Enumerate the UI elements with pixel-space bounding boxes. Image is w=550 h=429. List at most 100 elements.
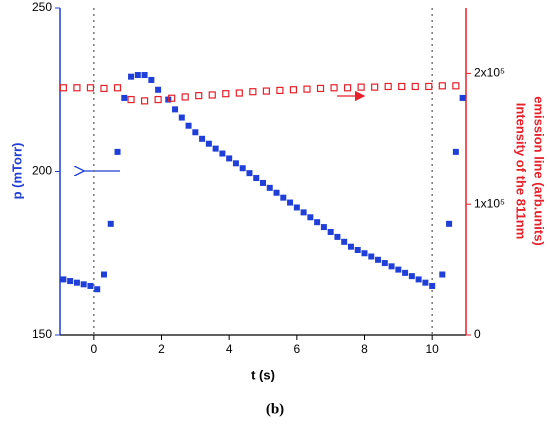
point	[343, 84, 352, 92]
y2-axis-label: emission line (arb.units)	[532, 96, 547, 246]
point	[192, 129, 199, 136]
point	[384, 82, 392, 91]
point	[371, 83, 379, 91]
point	[375, 256, 382, 263]
point	[246, 170, 253, 177]
point	[388, 263, 395, 270]
point	[411, 82, 419, 91]
point	[178, 114, 185, 121]
y-tick-label: 150	[32, 327, 52, 341]
point	[276, 86, 284, 95]
point	[155, 86, 162, 93]
point	[381, 260, 388, 267]
point	[172, 106, 179, 113]
y2-tick-label: 0	[474, 327, 481, 341]
point	[100, 271, 107, 278]
point	[60, 276, 67, 283]
y2-tick-label: 1x10⁵	[474, 196, 505, 210]
point	[212, 145, 219, 152]
caption: (b)	[266, 401, 284, 417]
x-tick-label: 8	[361, 342, 368, 356]
point	[293, 204, 300, 211]
point	[262, 87, 270, 95]
point	[422, 279, 429, 286]
point	[239, 165, 246, 172]
point	[100, 84, 108, 93]
point	[354, 246, 361, 253]
x-tick-label: 6	[293, 342, 300, 356]
y-tick-label: 250	[32, 0, 52, 14]
point	[219, 150, 226, 157]
point	[107, 220, 114, 227]
y-tick-label: 200	[32, 164, 52, 178]
point	[303, 85, 311, 93]
point	[459, 94, 466, 101]
point	[128, 73, 135, 80]
point	[439, 271, 446, 278]
point	[330, 84, 338, 92]
point	[368, 253, 375, 260]
point	[73, 279, 80, 286]
point	[452, 148, 459, 155]
point	[446, 220, 453, 227]
point	[334, 233, 341, 240]
point	[402, 269, 409, 276]
point	[253, 175, 260, 182]
point	[327, 228, 334, 235]
point	[141, 72, 148, 79]
point	[289, 86, 298, 94]
point	[249, 88, 257, 96]
x-tick-label: 10	[425, 342, 439, 356]
point	[320, 224, 327, 231]
point	[357, 83, 365, 91]
point	[114, 148, 121, 155]
point	[181, 93, 189, 101]
point	[59, 84, 67, 92]
point	[86, 84, 95, 92]
point	[127, 95, 135, 104]
point	[316, 84, 325, 93]
point	[260, 179, 266, 186]
point	[273, 189, 280, 196]
point	[408, 273, 415, 280]
point	[195, 92, 203, 100]
point	[266, 184, 273, 191]
x-axis-label: t (s)	[251, 367, 275, 382]
x-tick-label: 0	[90, 342, 97, 356]
point	[113, 84, 122, 92]
point	[121, 94, 128, 101]
point	[425, 82, 433, 91]
point	[185, 122, 192, 129]
point	[307, 214, 314, 221]
point	[222, 90, 230, 98]
point	[154, 95, 162, 104]
point	[235, 89, 243, 97]
x-tick-label: 4	[226, 342, 233, 356]
point	[287, 199, 294, 206]
point	[280, 194, 287, 201]
point	[67, 278, 74, 285]
point	[168, 94, 176, 102]
point	[361, 250, 368, 257]
point	[395, 266, 402, 273]
point	[205, 140, 212, 147]
x-tick-label: 2	[158, 342, 165, 356]
point	[199, 135, 206, 142]
point	[148, 76, 155, 83]
point	[341, 238, 348, 245]
point	[314, 219, 321, 226]
y2-tick-label: 2x10⁵	[474, 66, 505, 80]
point	[94, 286, 101, 293]
point	[398, 82, 406, 91]
point	[140, 97, 149, 105]
point	[347, 243, 354, 250]
point	[134, 72, 141, 79]
point	[87, 282, 94, 289]
point	[452, 82, 460, 90]
y-axis-label: p (mTorr)	[9, 143, 24, 200]
point	[300, 209, 307, 216]
point	[438, 82, 446, 90]
point	[208, 91, 216, 99]
point	[226, 155, 233, 162]
